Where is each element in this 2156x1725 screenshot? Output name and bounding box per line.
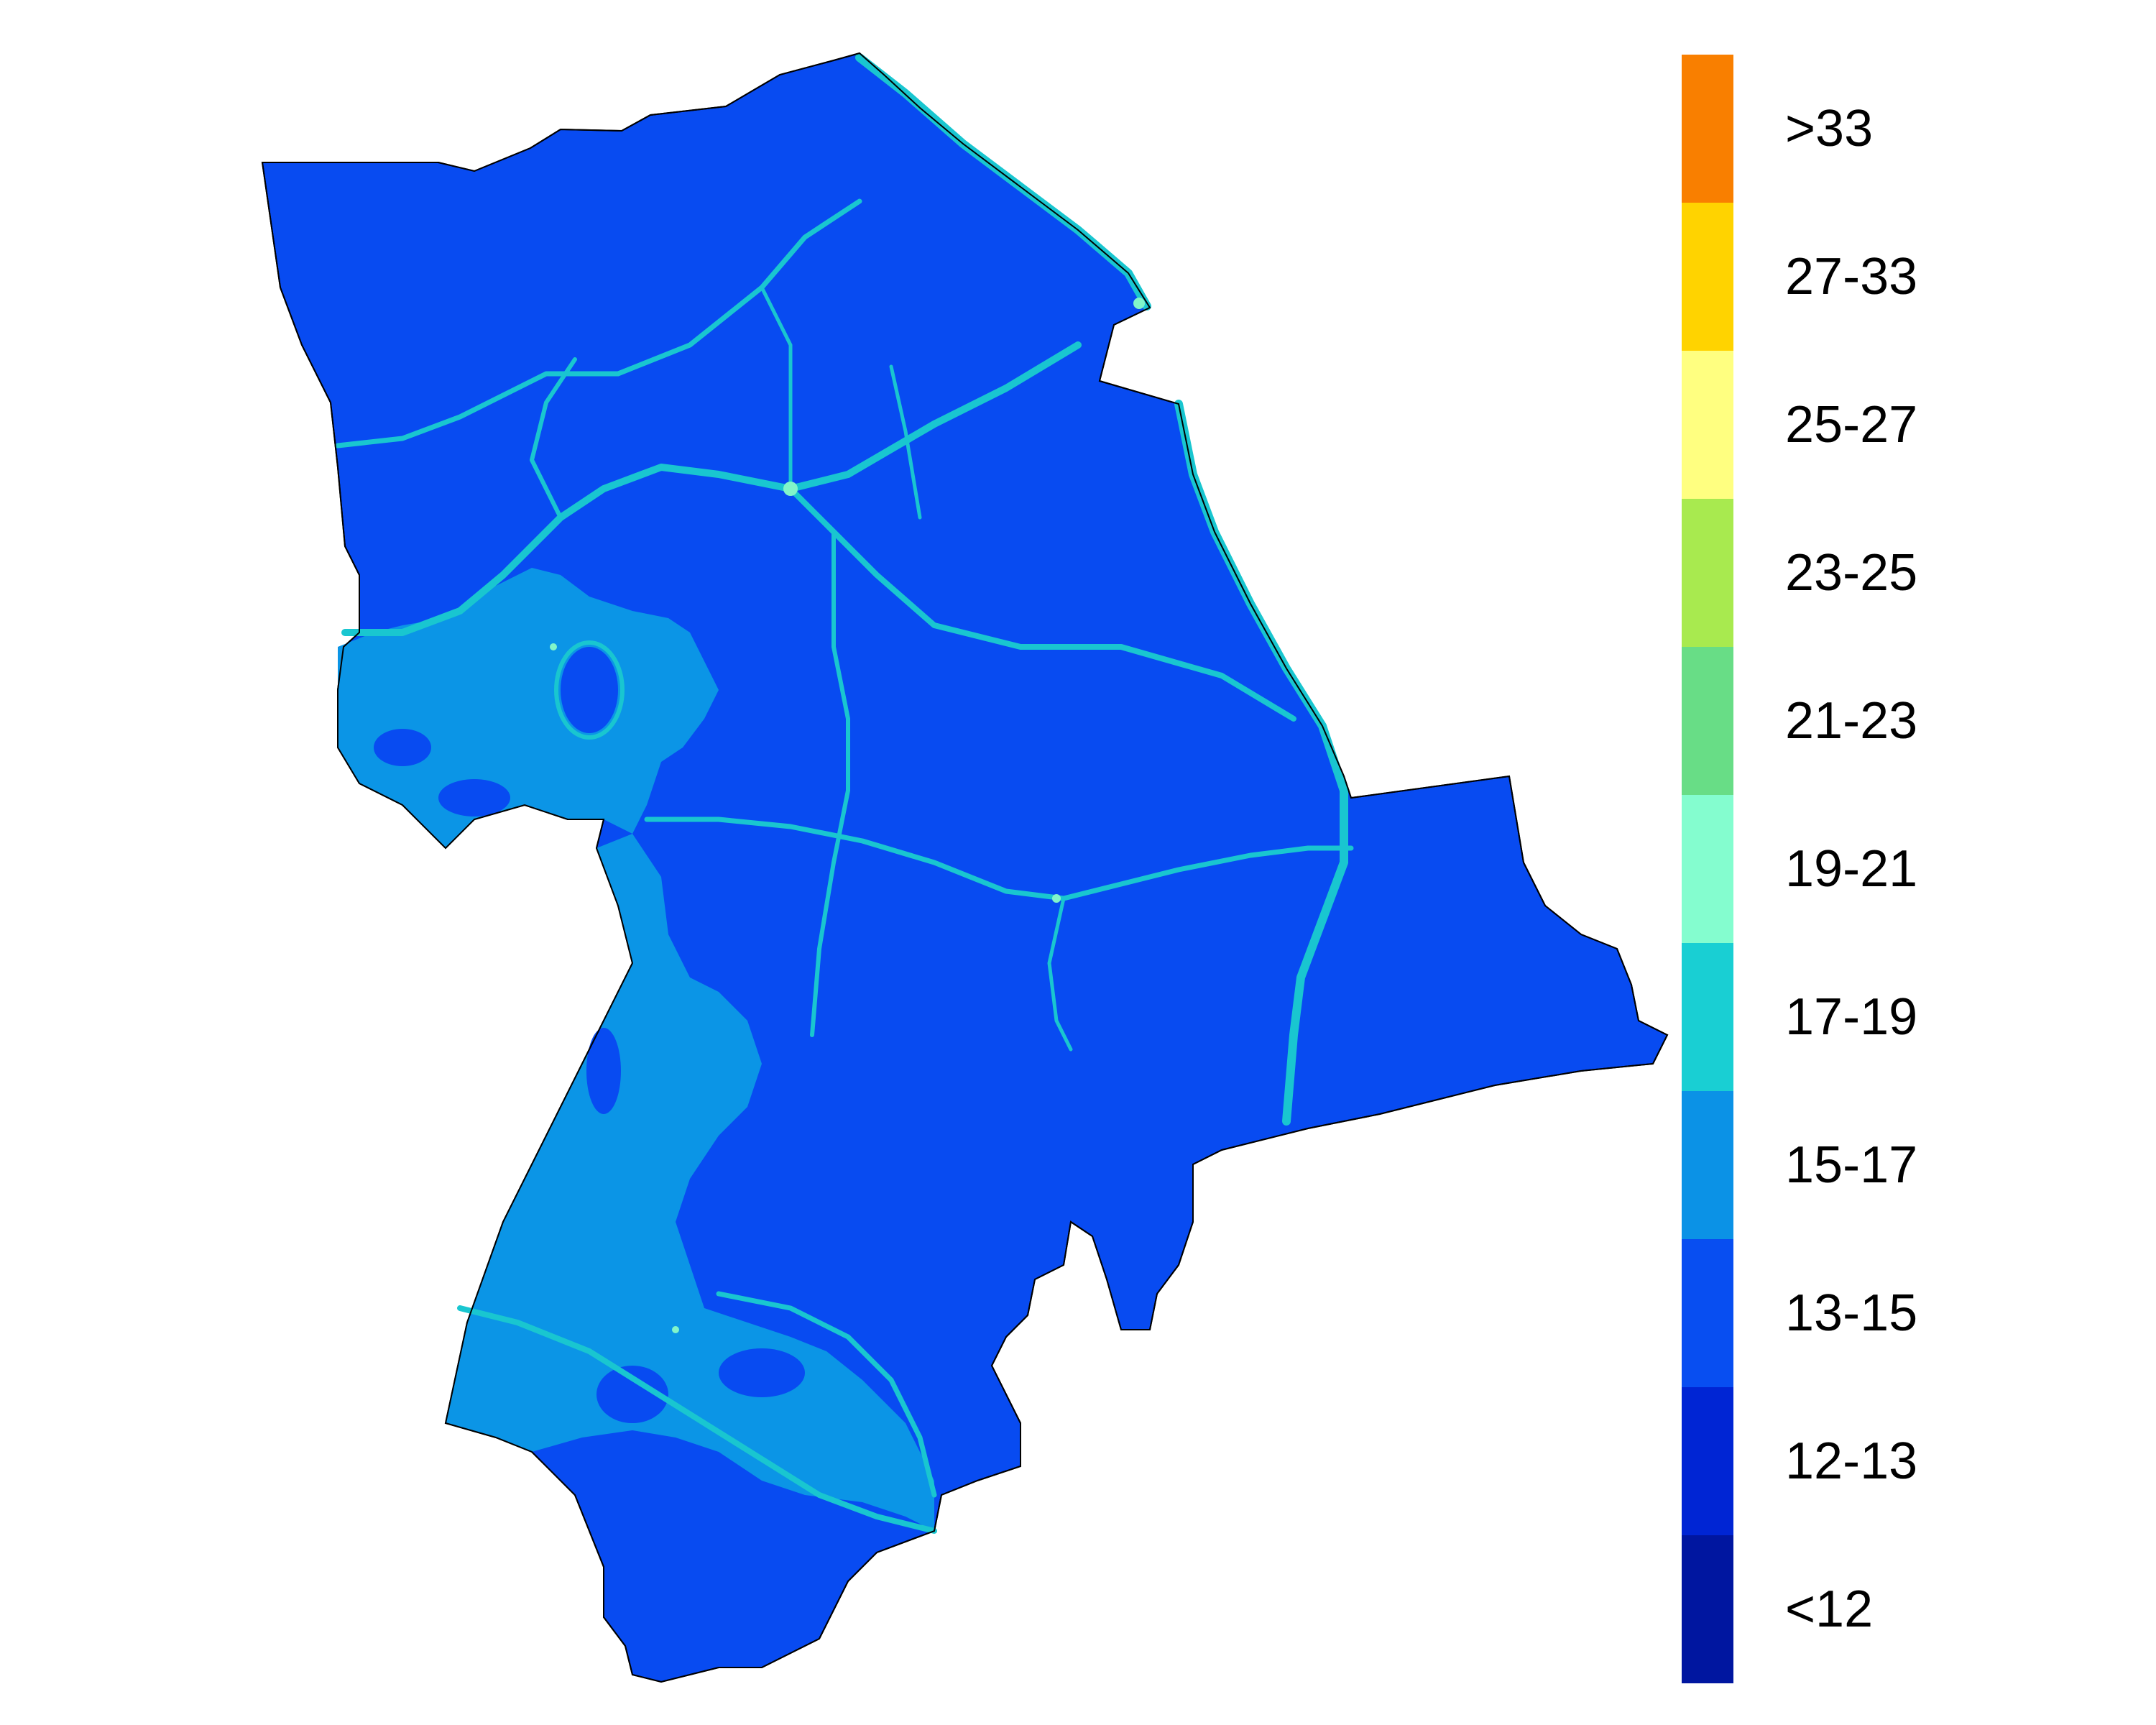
legend-item: >33	[1682, 55, 1984, 203]
legend-label: 12-13	[1785, 1432, 1918, 1490]
map-road-central-ew	[644, 816, 1354, 901]
map-region-15-17-west	[338, 568, 719, 848]
map-road-west-ring	[530, 357, 577, 520]
map-road-diagonal	[341, 341, 1082, 636]
legend-swatch	[1682, 647, 1733, 795]
legend: >33 27-33 25-27 23-25 21-23 19-21 17-19	[1682, 55, 1984, 1683]
map-road-secondary-e	[889, 364, 922, 520]
legend-item: 23-25	[1682, 499, 1984, 647]
legend-label: 25-27	[1785, 396, 1918, 454]
legend-label: <12	[1785, 1581, 1874, 1638]
map-ring-road	[554, 640, 625, 740]
map-lake	[586, 1028, 621, 1114]
map-lake	[596, 1366, 668, 1423]
legend-item: 15-17	[1682, 1091, 1984, 1239]
legend-label: 27-33	[1785, 248, 1918, 305]
legend-item: 19-21	[1682, 795, 1984, 943]
legend-label: 17-19	[1785, 988, 1918, 1046]
map-road-diagonal-east	[788, 486, 1296, 722]
legend-label: >33	[1785, 100, 1874, 157]
map-road-secondary-n	[760, 285, 793, 491]
legend-swatch	[1682, 351, 1733, 499]
legend-swatch	[1682, 943, 1733, 1091]
legend-item: 12-13	[1682, 1387, 1984, 1535]
map-hotspot	[672, 1326, 679, 1333]
legend-item: 21-23	[1682, 647, 1984, 795]
legend-swatch	[1682, 499, 1733, 647]
map-region-15-17-south	[446, 834, 934, 1531]
legend-item: 27-33	[1682, 203, 1984, 351]
legend-swatch	[1682, 1535, 1733, 1683]
legend-swatch	[1682, 1387, 1733, 1535]
map-lake	[719, 1348, 805, 1397]
legend-label: 21-23	[1785, 692, 1918, 750]
legend-label: 23-25	[1785, 544, 1918, 602]
map-hotspot	[1133, 298, 1145, 309]
legend-item: <12	[1682, 1535, 1984, 1683]
legend-swatch	[1682, 795, 1733, 943]
map-lake	[561, 647, 618, 733]
map-road-south-loop	[457, 1305, 937, 1534]
legend-item: 25-27	[1682, 351, 1984, 499]
legend-item: 17-19	[1682, 943, 1984, 1091]
legend-label: 19-21	[1785, 840, 1918, 898]
map-lake	[438, 779, 510, 816]
legend-label: 15-17	[1785, 1136, 1918, 1194]
map-road-ns-east	[1047, 896, 1073, 1052]
map-lake	[374, 729, 431, 766]
map-road-nw	[335, 198, 862, 448]
map-hotspot	[783, 482, 798, 496]
legend-swatch	[1682, 203, 1733, 351]
legend-swatch	[1682, 55, 1733, 203]
map-boundary	[261, 52, 1669, 1683]
map-hotspot	[1052, 894, 1061, 903]
map-road-ns-central	[810, 530, 850, 1037]
legend-swatch	[1682, 1239, 1733, 1387]
legend-swatch	[1682, 1091, 1733, 1239]
map-region-13-15	[261, 52, 1669, 1683]
map-road-south-east	[716, 1291, 937, 1498]
legend-label: 13-15	[1785, 1284, 1918, 1342]
map-hotspot	[550, 643, 557, 650]
legend-item: 13-15	[1682, 1239, 1984, 1387]
